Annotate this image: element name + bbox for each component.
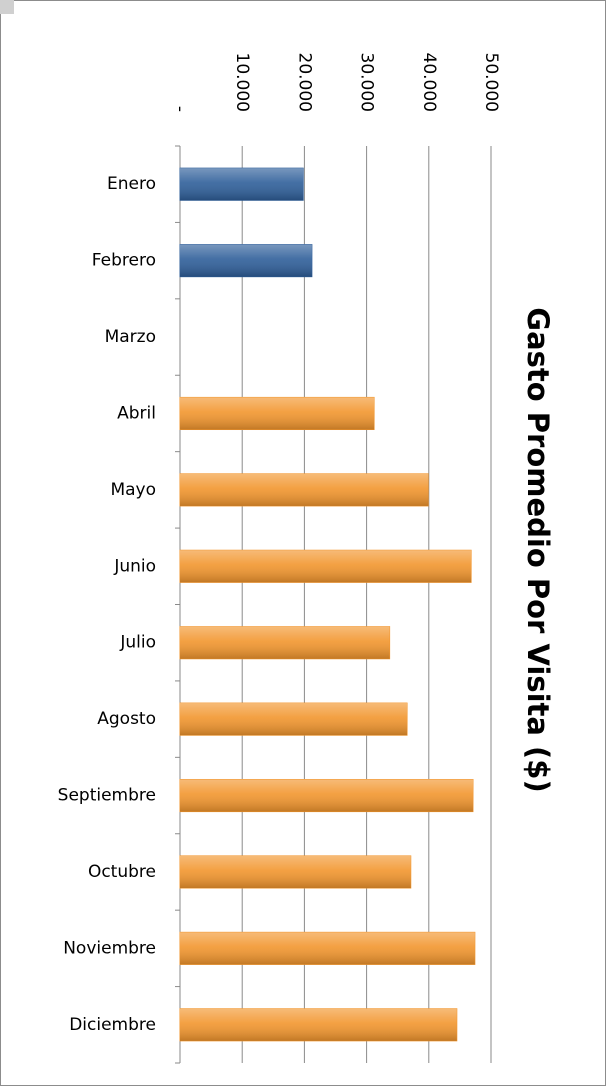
bar-shine [180, 244, 312, 277]
y-tick-label: Julio [119, 633, 156, 653]
x-tick-label: 40.000 [419, 53, 439, 112]
y-tick-label: Marzo [105, 327, 156, 347]
y-tick-label: Abril [117, 403, 156, 423]
y-tick-label: Junio [113, 556, 156, 576]
x-tick-label: 50.000 [481, 53, 501, 112]
bar-shine [180, 703, 408, 736]
y-tick-label: Mayo [110, 480, 156, 500]
x-tick-label: 10.000 [232, 53, 252, 112]
bar-shine [180, 932, 475, 965]
bar-shine [180, 473, 429, 506]
bar-shine [180, 168, 304, 201]
y-tick-label: Agosto [97, 709, 156, 729]
y-tick-label: Diciembre [69, 1015, 156, 1035]
corner [0, 0, 14, 14]
bar-shine [180, 397, 375, 430]
x-tick-label: 30.000 [357, 53, 377, 112]
y-tick-label: Noviembre [63, 938, 156, 958]
y-tick-label: Enero [107, 174, 156, 194]
bar-shine [180, 855, 411, 889]
chart-title: Gasto Promedio Por Visita ($) [521, 307, 555, 792]
bar-shine [180, 1008, 457, 1041]
y-tick-label: Febrero [92, 251, 156, 271]
bar-shine [180, 550, 472, 583]
bar-shine [180, 779, 473, 812]
x-tick-label: 20.000 [294, 53, 314, 112]
bar-shine [180, 626, 390, 659]
x-tick-label: - [170, 106, 190, 112]
y-tick-label: Octubre [88, 862, 156, 882]
y-tick-label: Septiembre [58, 786, 156, 806]
